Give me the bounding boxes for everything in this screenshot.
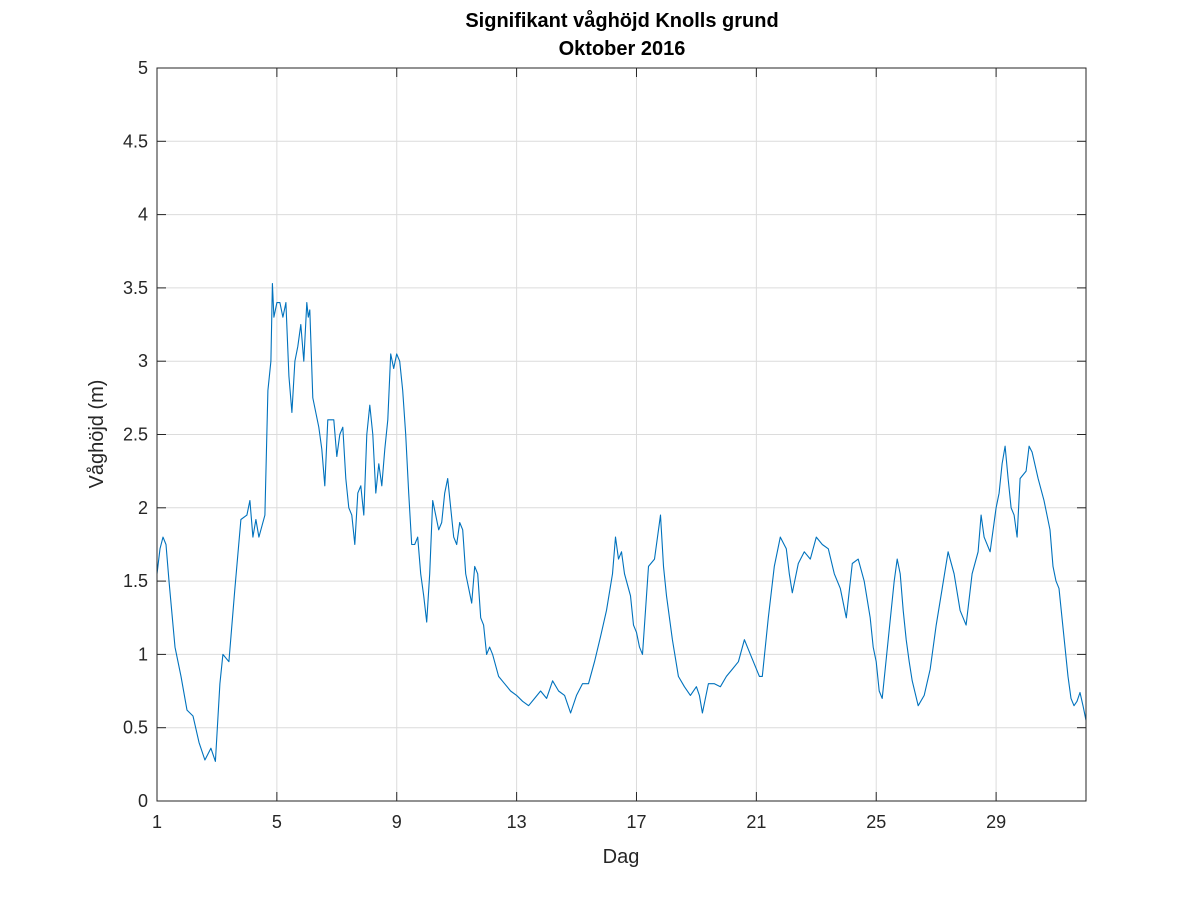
x-axis-label: Dag — [603, 846, 640, 868]
y-tick-labels: 0 0.5 1 1.5 2 2.5 3 3.5 4 4.5 5 — [123, 58, 148, 811]
x-tick-label: 13 — [507, 812, 527, 832]
y-tick-label: 1 — [138, 644, 148, 664]
x-tick-label: 1 — [152, 812, 162, 832]
wave-height-series-line — [156, 282, 1087, 762]
x-tick-label: 21 — [746, 812, 766, 832]
y-tick-label: 2 — [138, 498, 148, 518]
x-tick-label: 17 — [626, 812, 646, 832]
y-tick-label: 4 — [138, 205, 148, 225]
y-tick-label: 2.5 — [123, 425, 148, 445]
y-tick-label: 5 — [138, 58, 148, 78]
y-tick-label: 3 — [138, 351, 148, 371]
chart-title-line-2: Oktober 2016 — [559, 38, 686, 60]
series-layer — [156, 282, 1087, 762]
y-tick-label: 3.5 — [123, 278, 148, 298]
x-tick-label: 25 — [866, 812, 886, 832]
y-tick-label: 0 — [138, 791, 148, 811]
x-tick-labels: 1 5 9 13 17 21 25 29 — [152, 812, 1006, 832]
x-tick-label: 5 — [272, 812, 282, 832]
x-tick-label: 9 — [392, 812, 402, 832]
y-axis-label: Våghöjd (m) — [86, 380, 108, 489]
y-tick-label: 0.5 — [123, 718, 148, 738]
tick-marks — [156, 67, 1086, 802]
chart-title-line-1: Signifikant våghöjd Knolls grund — [465, 9, 778, 32]
y-tick-label: 1.5 — [123, 571, 148, 591]
x-tick-label: 29 — [986, 812, 1006, 832]
y-tick-label: 4.5 — [123, 131, 148, 151]
